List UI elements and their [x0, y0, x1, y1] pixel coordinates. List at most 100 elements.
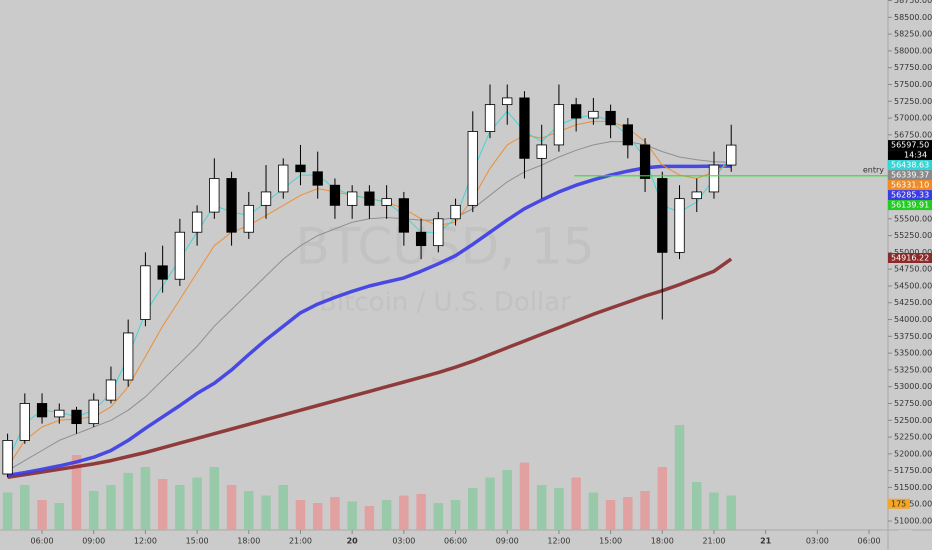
candle-body: [605, 110, 616, 126]
x-tick-label: 18:00: [237, 537, 260, 546]
volume-bar: [416, 494, 426, 530]
candle-body: [484, 104, 496, 132]
y-tick-label: 58250.00: [894, 30, 932, 39]
volume-bar: [20, 485, 30, 530]
volume-bar: [571, 477, 581, 530]
y-tick-label: 51750.00: [894, 466, 932, 475]
candle-body: [54, 409, 65, 418]
volume-bar: [123, 473, 133, 530]
volume-bar: [502, 470, 512, 530]
candle-body: [502, 97, 513, 106]
volume-bar: [554, 488, 564, 530]
volume-bar: [244, 491, 254, 530]
volume-label: 175: [891, 499, 906, 508]
candle-body: [450, 204, 461, 220]
volume-bar: [175, 485, 185, 530]
candle-body: [398, 198, 409, 233]
y-tick-label: 52000.00: [894, 449, 932, 458]
price-label: 56331.10: [891, 181, 929, 190]
candle-body: [260, 191, 272, 206]
candle-body: [415, 231, 427, 247]
y-tick-label: 54750.00: [894, 265, 932, 274]
candle-body: [519, 97, 530, 159]
countdown: 14:34: [904, 151, 927, 160]
volume-bar: [709, 492, 719, 530]
volume-bar: [88, 491, 99, 530]
y-tick-label: 51250.00: [894, 500, 932, 509]
y-tick-label: 52750.00: [894, 399, 932, 408]
x-tick-label: 21: [760, 537, 772, 546]
volume-bar: [312, 503, 323, 530]
candle-body: [726, 144, 737, 166]
price-label: 56438.63: [891, 161, 929, 170]
y-tick-label: 54500.00: [894, 281, 932, 290]
x-tick-label: 09:00: [496, 537, 519, 546]
price-label-box: [888, 180, 932, 191]
x-tick-label: 06:00: [444, 537, 467, 546]
volume-bar: [536, 485, 547, 530]
volume-bar: [71, 455, 82, 530]
volume-bar: [2, 492, 13, 530]
y-tick-label: 54000.00: [894, 315, 932, 324]
volume-bar: [278, 485, 288, 530]
candle-body: [588, 110, 599, 119]
auto-button[interactable]: [898, 530, 912, 548]
volume-bar: [726, 495, 736, 530]
y-tick-label: 52500.00: [894, 416, 932, 425]
volume-bar: [54, 503, 65, 530]
candle-body: [36, 403, 48, 418]
volume-label-box: [888, 498, 910, 509]
candle-body: [329, 184, 341, 206]
volume-bar: [209, 467, 220, 530]
price-label: 56339.37: [891, 171, 929, 180]
volume-bar: [226, 485, 237, 530]
volume-bar: [605, 500, 616, 530]
candle-body: [622, 124, 633, 146]
volume-bar: [692, 482, 702, 530]
y-tick-label: 51500.00: [894, 483, 932, 492]
candle-body: [553, 104, 565, 146]
y-tick-label: 58000.00: [894, 46, 932, 55]
candle-body: [381, 198, 392, 206]
price-label-box: [888, 140, 932, 151]
price-label: 56139.91: [891, 201, 929, 210]
y-tick-label: 56750.00: [894, 130, 932, 139]
moving-average: [7, 257, 733, 480]
candle-body: [639, 144, 651, 179]
volume-bar: [674, 425, 685, 530]
y-tick-label: 55500.00: [894, 214, 932, 223]
y-tick-label: 51000.00: [894, 517, 932, 526]
x-tick-label: 21:00: [289, 537, 312, 546]
x-tick-label: 18:00: [651, 537, 674, 546]
volume-bar: [657, 467, 668, 530]
candle-body: [226, 178, 237, 233]
candle-body: [243, 204, 254, 233]
volume-bar: [433, 503, 444, 530]
volume-bar: [623, 497, 633, 530]
volume-bar: [468, 488, 478, 530]
candle-body: [140, 265, 151, 320]
candle-body: [105, 379, 117, 401]
x-tick-label: 03:00: [806, 537, 829, 546]
y-tick-label: 57000.00: [894, 114, 932, 123]
volume-bar: [261, 495, 271, 530]
candle-body: [691, 191, 702, 200]
volume-bar: [450, 500, 461, 530]
x-tick-label: 03:00: [392, 537, 415, 546]
x-tick-label: 12:00: [134, 537, 157, 546]
price-label: 56285.33: [891, 191, 929, 200]
price-label-box: [888, 253, 932, 264]
y-tick-label: 53250.00: [894, 365, 932, 374]
x-tick-label: 21:00: [702, 537, 725, 546]
x-tick-label: 09:00: [82, 537, 105, 546]
volume-bar: [106, 485, 116, 530]
candle-body: [19, 403, 30, 441]
candle-body: [295, 164, 306, 173]
watermark: BTCUSD, 15: [295, 218, 594, 276]
entry-label: entry: [863, 165, 884, 174]
price-label-box: [888, 200, 932, 211]
price-label: 56597.50: [891, 141, 929, 150]
candle-body: [708, 164, 720, 193]
volume-bar: [381, 500, 392, 530]
